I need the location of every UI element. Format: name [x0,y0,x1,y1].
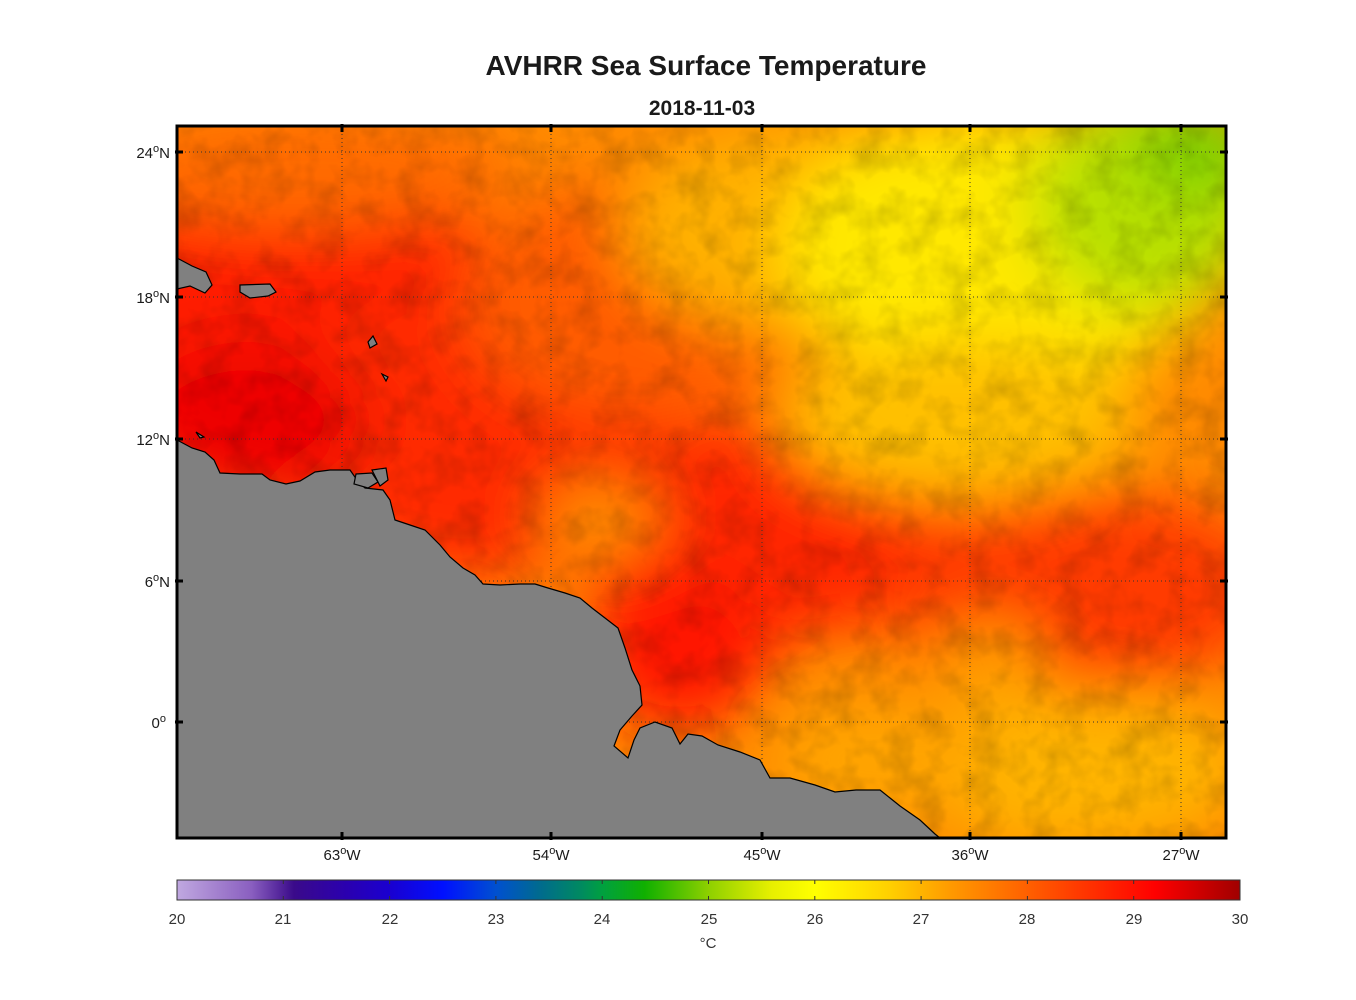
lon-tick-label: 27oW [1163,845,1201,864]
latitude-labels: 24oN 18oN 12oN 6oN 0o [136,143,170,732]
barbados-island [380,372,389,383]
lat-tick-label: 6oN [145,572,170,591]
trinidad-island [353,472,379,489]
colorbar-tick-label: 24 [594,911,611,928]
puerto-rico-island [239,283,277,299]
land [177,257,941,838]
chart-title: AVHRR Sea Surface Temperature [486,50,927,81]
chart-subtitle: 2018-11-03 [649,97,755,120]
hispaniola-island [177,257,213,294]
lesser-antilles-island [367,334,378,349]
colorbar-tick-labels: 20 21 22 23 24 25 26 27 28 29 30 [169,911,1249,928]
colorbar-unit-label: °C [700,935,717,952]
colorbar-tick-label: 21 [275,911,292,928]
colorbar-tick-label: 28 [1019,911,1036,928]
colorbar-ticks [176,880,1241,900]
lon-tick-label: 45oW [744,845,782,864]
map-ticks [175,124,1228,840]
lon-tick-label: 63oW [324,845,362,864]
colorbar-tick-label: 22 [382,911,399,928]
tobago-island [371,467,389,487]
colorbar: 20 21 22 23 24 25 26 27 28 29 30 °C [169,879,1249,952]
map-frame [175,124,1228,840]
lat-tick-label: 12oN [136,430,170,449]
lat-tick-label: 18oN [136,288,170,307]
grenada-island [195,431,206,439]
colorbar-tick-label: 23 [488,911,505,928]
colorbar-tick-label: 29 [1126,911,1143,928]
lat-tick-label: 24oN [136,143,170,162]
longitude-labels: 63oW 54oW 45oW 36oW 27oW [324,845,1201,864]
lon-tick-label: 54oW [533,845,571,864]
lon-tick-label: 36oW [952,845,990,864]
south-america-coast [177,439,941,838]
colorbar-tick-label: 25 [701,911,718,928]
colorbar-tick-label: 30 [1232,911,1249,928]
sst-map [177,126,1226,838]
colorbar-tick-label: 27 [913,911,930,928]
colorbar-tick-label: 26 [807,911,824,928]
lat-tick-label: 0o [152,713,166,732]
colorbar-tick-label: 20 [169,911,186,928]
